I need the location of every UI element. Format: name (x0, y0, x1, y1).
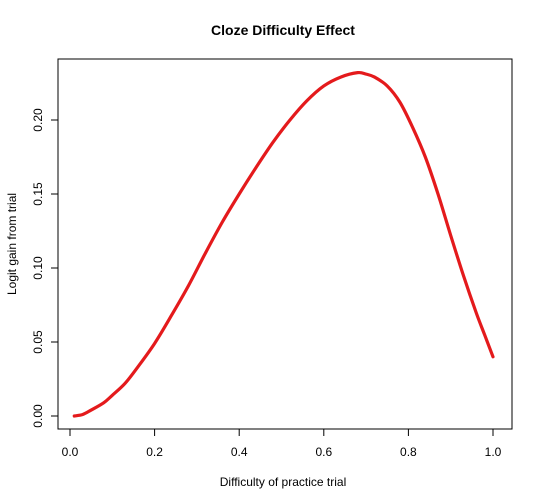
x-tick-label: 1.0 (485, 445, 502, 459)
x-tick-label: 0.0 (62, 445, 79, 459)
x-tick-label: 0.6 (315, 445, 332, 459)
series-line (72, 70, 495, 418)
y-tick-label: 0.20 (31, 108, 45, 132)
y-tick-label: 0.05 (31, 330, 45, 354)
x-axis-label: Difficulty of practice trial (220, 475, 347, 489)
y-ticks: 0.00 0.05 0.10 0.15 0.20 (31, 108, 58, 428)
y-tick-label: 0.00 (31, 404, 45, 428)
y-tick-label: 0.15 (31, 182, 45, 206)
x-ticks: 0.0 0.2 0.4 0.6 0.8 1.0 (62, 429, 502, 459)
x-tick-label: 0.8 (400, 445, 417, 459)
y-axis-label: Logit gain from trial (5, 193, 19, 295)
x-tick-label: 0.2 (146, 445, 163, 459)
x-tick-label: 0.4 (231, 445, 248, 459)
y-tick-label: 0.10 (31, 256, 45, 280)
chart-title: Cloze Difficulty Effect (211, 22, 355, 38)
plot-frame (57, 58, 513, 430)
